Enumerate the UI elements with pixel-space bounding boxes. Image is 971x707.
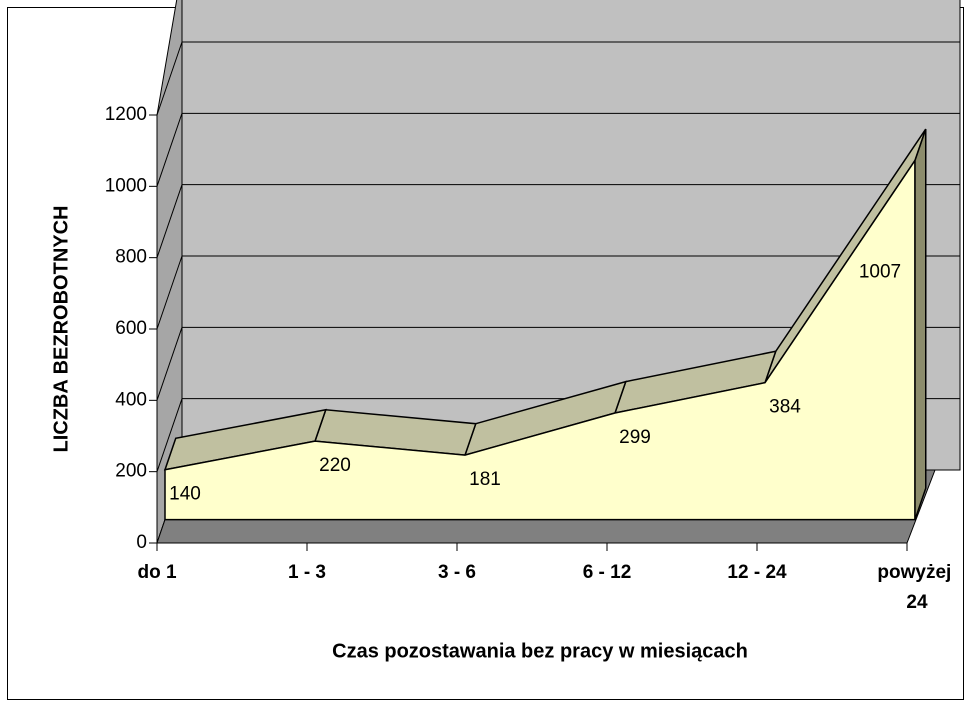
grid-line-side <box>156 184 183 258</box>
x-tick-label: 12 - 24 <box>727 562 787 583</box>
x-axis-title: Czas pozostawania bez pracy w miesiącach <box>332 640 748 662</box>
y-tick-label: 1200 <box>105 104 147 125</box>
grid-line-side <box>156 327 183 401</box>
data-label: 299 <box>619 427 651 448</box>
data-label: 384 <box>769 397 801 418</box>
data-label: 220 <box>319 455 351 476</box>
x-tick-label: powyżej 24 <box>877 562 956 613</box>
grid-line-side <box>156 398 183 472</box>
y-axis-title: LICZBA BEZROBOTNYCH <box>50 205 72 452</box>
y-tick-label: 400 <box>115 389 147 410</box>
y-tick-label: 0 <box>136 532 147 553</box>
x-tick-label: 1 - 3 <box>288 562 326 583</box>
grid-line-side <box>156 113 183 187</box>
grid-line-side <box>156 255 183 330</box>
grid-line-side <box>156 41 183 116</box>
y-tick-label: 200 <box>115 461 147 482</box>
x-tick-label: do 1 <box>137 562 176 583</box>
data-label: 140 <box>169 484 201 505</box>
x-tick-label: 6 - 12 <box>583 562 632 583</box>
data-label: 181 <box>469 469 501 490</box>
x-tick-label: 3 - 6 <box>438 562 476 583</box>
area-side <box>914 128 927 520</box>
data-label: 1007 <box>859 261 901 282</box>
y-tick-label: 1000 <box>105 175 147 196</box>
y-tick-label: 800 <box>115 247 147 268</box>
y-tick-label: 600 <box>115 318 147 339</box>
